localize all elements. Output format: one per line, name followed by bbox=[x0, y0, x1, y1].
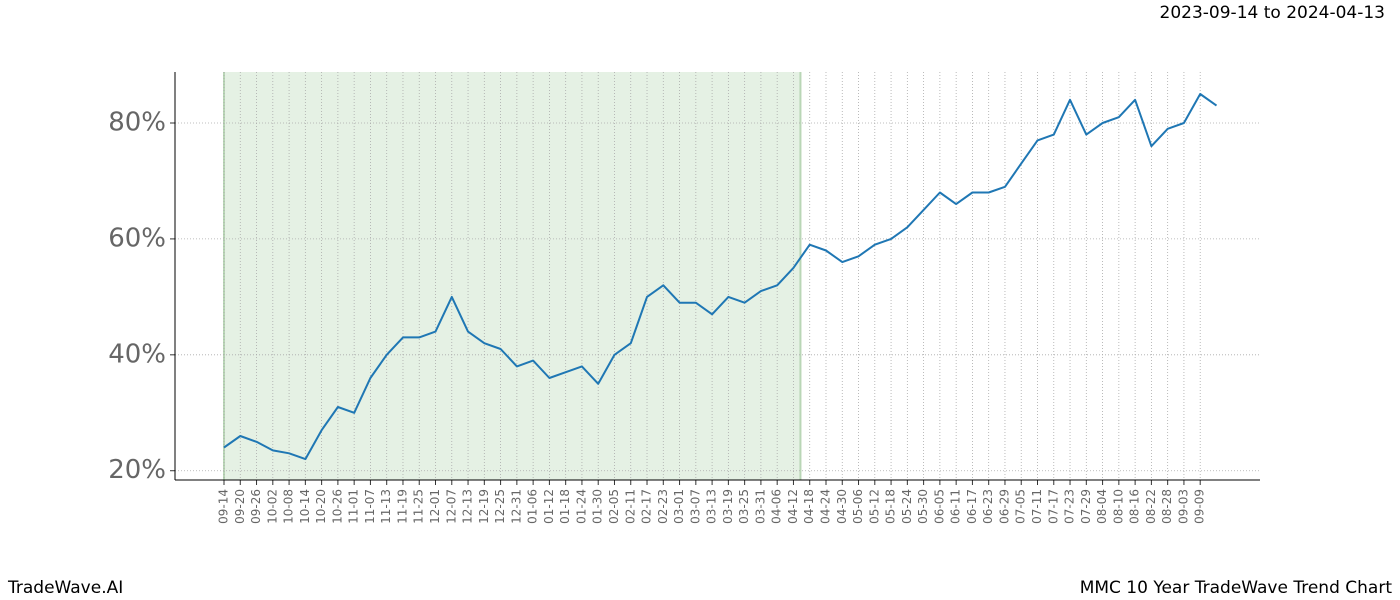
x-tick-label: 05-30 bbox=[916, 489, 930, 524]
x-tick-label: 10-08 bbox=[282, 489, 296, 524]
x-tick-label: 09-09 bbox=[1193, 489, 1207, 524]
highlight-band bbox=[224, 72, 801, 480]
x-tick-label: 04-24 bbox=[818, 489, 832, 524]
x-tick-label: 07-11 bbox=[1030, 489, 1044, 524]
x-tick-label: 02-11 bbox=[623, 489, 637, 524]
x-tick-label: 06-05 bbox=[932, 489, 946, 524]
chart-title: MMC 10 Year TradeWave Trend Chart bbox=[1080, 578, 1393, 598]
x-tick-label: 04-12 bbox=[786, 489, 800, 524]
brand: TradeWave.AI bbox=[7, 578, 123, 598]
x-tick-label: 02-05 bbox=[607, 489, 621, 524]
x-tick-label: 01-06 bbox=[526, 489, 540, 524]
trend-line bbox=[223, 93, 1218, 461]
x-tick-label: 02-23 bbox=[656, 489, 670, 524]
x-tick-label: 06-11 bbox=[949, 489, 963, 524]
x-tick-label: 05-12 bbox=[867, 489, 881, 524]
x-tick-label: 12-07 bbox=[444, 489, 458, 524]
x-tick-label: 12-01 bbox=[428, 489, 442, 524]
x-tick-label: 11-01 bbox=[347, 489, 361, 524]
x-tick-label: 07-05 bbox=[1014, 489, 1028, 524]
y-tick-label: 40% bbox=[108, 339, 166, 369]
x-tick-label: 05-24 bbox=[900, 489, 914, 524]
x-tick-label: 11-07 bbox=[363, 489, 377, 524]
x-tick-label: 06-23 bbox=[981, 489, 995, 524]
x-tick-label: 01-30 bbox=[591, 489, 605, 524]
x-tick-label: 03-19 bbox=[721, 489, 735, 524]
x-tick-label: 10-02 bbox=[265, 489, 279, 524]
x-tick-label: 11-13 bbox=[379, 489, 393, 524]
x-tick-label: 09-26 bbox=[249, 489, 263, 524]
x-tick-label: 01-12 bbox=[542, 489, 556, 524]
x-tick-label: 03-13 bbox=[705, 489, 719, 524]
x-tick-label: 08-10 bbox=[1111, 489, 1125, 524]
x-tick-label: 10-26 bbox=[330, 489, 344, 524]
x-tick-label: 07-29 bbox=[1079, 489, 1093, 524]
x-tick-label: 09-03 bbox=[1176, 489, 1190, 524]
x-tick-label: 05-18 bbox=[884, 489, 898, 524]
x-tick-label: 06-17 bbox=[965, 489, 979, 524]
x-tick-label: 01-24 bbox=[574, 489, 588, 524]
date-range: 2023-09-14 to 2024-04-13 bbox=[1160, 3, 1385, 23]
x-tick-label: 10-14 bbox=[298, 489, 312, 524]
x-tick-label: 09-14 bbox=[217, 489, 231, 524]
x-tick-label: 08-28 bbox=[1160, 489, 1174, 524]
y-tick-label: 80% bbox=[108, 108, 166, 138]
x-tick-label: 08-16 bbox=[1128, 489, 1142, 524]
x-tick-label: 07-17 bbox=[1046, 489, 1060, 524]
x-tick-label: 07-23 bbox=[1063, 489, 1077, 524]
x-tick-label: 12-25 bbox=[493, 489, 507, 524]
x-tick-label: 04-06 bbox=[770, 489, 784, 524]
x-tick-label: 03-07 bbox=[688, 489, 702, 524]
x-tick-label: 06-29 bbox=[997, 489, 1011, 524]
x-tick-label: 12-31 bbox=[509, 489, 523, 524]
x-tick-label: 03-01 bbox=[672, 489, 686, 524]
x-tick-label: 08-22 bbox=[1144, 489, 1158, 524]
x-tick-label: 11-25 bbox=[412, 489, 426, 524]
y-tick-label: 60% bbox=[108, 223, 166, 253]
x-tick-label: 05-06 bbox=[851, 489, 865, 524]
y-tick-label: 20% bbox=[108, 455, 166, 485]
x-tick-label: 09-20 bbox=[233, 489, 247, 524]
x-tick-label: 08-04 bbox=[1095, 489, 1109, 524]
x-tick-label: 01-18 bbox=[558, 489, 572, 524]
x-tick-label: 03-25 bbox=[737, 489, 751, 524]
x-tick-label: 10-20 bbox=[314, 489, 328, 524]
x-tick-label: 02-17 bbox=[640, 489, 654, 524]
x-tick-label: 12-13 bbox=[461, 489, 475, 524]
x-tick-label: 04-18 bbox=[802, 489, 816, 524]
x-tick-label: 04-30 bbox=[835, 489, 849, 524]
x-tick-label: 03-31 bbox=[753, 489, 767, 524]
x-tick-label: 12-19 bbox=[477, 489, 491, 524]
x-tick-label: 11-19 bbox=[395, 489, 409, 524]
